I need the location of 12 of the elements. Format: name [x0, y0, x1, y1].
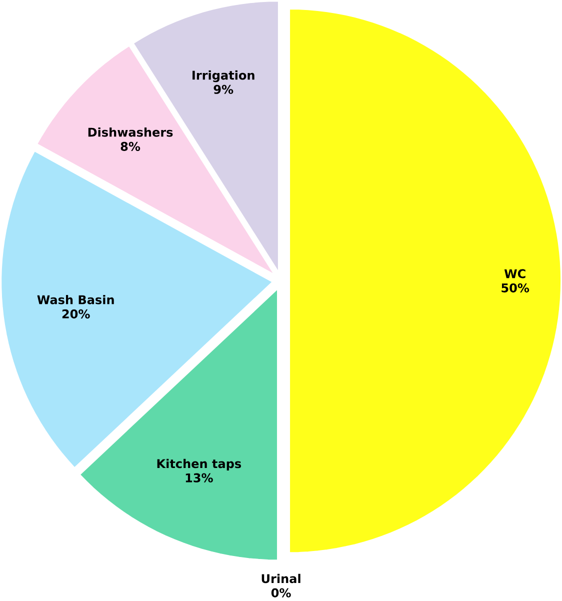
category-label: Urinal [262, 574, 300, 584]
data-label: 50% [502, 283, 530, 292]
data-label: 9% [214, 84, 234, 94]
slice-label: Dishwashers [88, 127, 173, 137]
slice-label: Wash Basin [37, 294, 114, 304]
data-label: 13% [186, 473, 213, 482]
slice-label: WC [504, 269, 526, 278]
data-label: 20% [62, 309, 90, 318]
slice-label: Kitchen taps [157, 458, 241, 470]
text: 0% [271, 588, 291, 598]
slice-label: Irrigation [192, 70, 254, 82]
data-label: 8% [120, 142, 140, 151]
